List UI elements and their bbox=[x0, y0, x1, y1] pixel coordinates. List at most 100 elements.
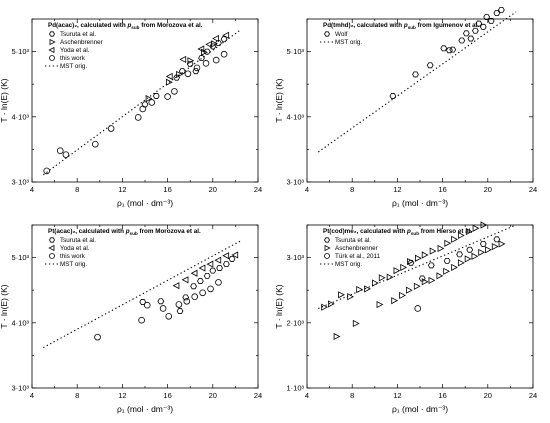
data-point bbox=[451, 263, 458, 271]
data-point bbox=[164, 93, 171, 100]
x-tick-label: 24 bbox=[529, 185, 537, 194]
data-point bbox=[497, 6, 505, 13]
x-tick-label: 12 bbox=[118, 391, 126, 400]
data-point bbox=[393, 267, 401, 275]
legend-marker bbox=[324, 237, 330, 243]
data-point bbox=[386, 273, 394, 281]
y-tick-label: 3·10³ bbox=[286, 253, 304, 262]
y-tick-label: 5·10³ bbox=[11, 47, 29, 56]
data-point bbox=[487, 18, 495, 24]
data-point bbox=[389, 93, 397, 99]
data-point bbox=[191, 293, 199, 301]
x-tick-label: 24 bbox=[254, 185, 262, 194]
data-point bbox=[352, 319, 360, 328]
x-tick-label: 4 bbox=[30, 185, 34, 194]
data-point bbox=[197, 45, 205, 53]
data-point bbox=[418, 275, 426, 282]
y-tick-label: 3·10³ bbox=[11, 178, 29, 187]
data-point bbox=[198, 55, 205, 62]
y-tick-label: 5·10³ bbox=[286, 47, 304, 56]
x-tick-label: 16 bbox=[438, 185, 446, 194]
legend-label: Yoda et al. bbox=[60, 245, 90, 252]
series-2 bbox=[321, 221, 506, 341]
legend-marker bbox=[49, 237, 55, 243]
data-point bbox=[176, 308, 184, 314]
data-point bbox=[466, 246, 474, 253]
x-tick-label: 20 bbox=[484, 391, 492, 400]
legend-marker bbox=[49, 253, 55, 259]
legend-label: this work bbox=[60, 253, 86, 260]
data-point bbox=[181, 276, 189, 284]
data-point bbox=[478, 248, 486, 256]
chart-panel-4: 4 8 12 16 20 24 1·10³ 2·10³ 3·10³ ρ₁ (mol · dm⁻³)… bbox=[274, 221, 537, 414]
data-point bbox=[148, 99, 156, 106]
y-axis-title: T · ln(E) (K) bbox=[274, 284, 284, 328]
series-1 bbox=[389, 6, 505, 99]
data-point bbox=[458, 37, 466, 44]
series-3 bbox=[94, 279, 222, 341]
legend-marker bbox=[48, 244, 55, 252]
data-point bbox=[107, 125, 115, 132]
data-point bbox=[376, 300, 384, 309]
legend-label: Aschenbrenner bbox=[60, 39, 103, 46]
panel-title: Pt(acac)₂, calculated with psub from Mor… bbox=[48, 228, 201, 236]
data-point bbox=[475, 20, 483, 27]
data-point bbox=[378, 274, 386, 282]
legend-label: Wolf bbox=[335, 31, 348, 38]
data-point bbox=[451, 235, 458, 243]
y-axis-title: T · ln(E) (K) bbox=[0, 78, 9, 122]
legend-label: Türk et al., 2011 bbox=[335, 253, 381, 260]
data-point bbox=[165, 72, 173, 80]
y-tick-label: 2·10³ bbox=[286, 318, 304, 327]
legend-marker bbox=[49, 31, 55, 37]
x-tick-label: 4 bbox=[305, 185, 309, 194]
data-point bbox=[437, 244, 445, 253]
data-point bbox=[143, 301, 151, 309]
legend-label: Yoda et al. bbox=[60, 47, 90, 54]
data-point bbox=[493, 10, 501, 17]
data-point bbox=[172, 282, 180, 290]
series-1 bbox=[407, 236, 501, 282]
legend-marker bbox=[324, 253, 330, 259]
series-2 bbox=[172, 251, 239, 290]
data-point bbox=[159, 305, 167, 312]
data-point bbox=[464, 255, 472, 263]
data-point bbox=[192, 68, 200, 75]
data-point bbox=[205, 40, 213, 48]
x-tick-label: 12 bbox=[393, 391, 401, 400]
data-point bbox=[364, 285, 371, 293]
data-point bbox=[372, 279, 379, 287]
data-point bbox=[405, 286, 413, 294]
data-point bbox=[176, 70, 183, 78]
data-point bbox=[449, 46, 457, 53]
data-point bbox=[479, 23, 487, 30]
x-tick-label: 16 bbox=[163, 185, 171, 194]
data-point bbox=[178, 68, 186, 75]
data-point bbox=[493, 236, 501, 243]
legend-label: MST orig. bbox=[335, 261, 362, 268]
data-point bbox=[199, 289, 206, 297]
data-point bbox=[400, 263, 408, 271]
series-2 bbox=[145, 40, 218, 103]
x-tick-label: 24 bbox=[254, 391, 262, 400]
data-point bbox=[480, 221, 488, 229]
data-point bbox=[212, 56, 220, 64]
chart-panel-3: 4 8 12 16 20 24 3·10³ 4·10³ 5·10³ ρ₁ (mol · dm⁻³)… bbox=[0, 224, 262, 414]
data-point bbox=[426, 62, 434, 69]
data-point bbox=[457, 231, 465, 239]
legend-label: Tsuruta et al. bbox=[335, 237, 371, 244]
data-point bbox=[472, 224, 480, 232]
x-axis-title: ρ₁ (mol · dm⁻³) bbox=[117, 404, 173, 414]
y-tick-label: 4·10³ bbox=[11, 112, 29, 121]
series-1 bbox=[139, 255, 236, 314]
legend-label: Aschenbrenner bbox=[335, 245, 378, 252]
legend-label: MST orig. bbox=[60, 261, 87, 268]
series-3 bbox=[165, 31, 230, 80]
data-point bbox=[222, 261, 230, 268]
x-tick-label: 24 bbox=[529, 391, 537, 400]
y-tick-label: 4·10³ bbox=[11, 318, 29, 327]
